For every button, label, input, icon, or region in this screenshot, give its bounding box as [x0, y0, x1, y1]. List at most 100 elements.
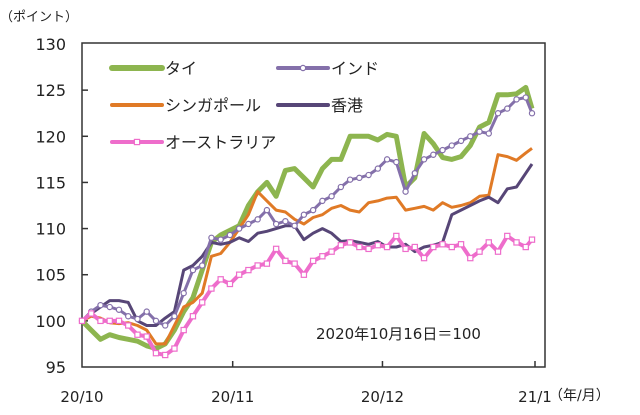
data-point [467, 133, 474, 140]
data-point [180, 289, 187, 297]
data-point [245, 266, 252, 274]
data-point [448, 142, 455, 149]
data-point [309, 206, 317, 214]
data-point [504, 105, 511, 112]
data-point [217, 276, 224, 283]
data-point [254, 216, 261, 223]
series-line-0 [80, 84, 535, 351]
data-point [374, 241, 382, 249]
data-point [402, 188, 409, 195]
legend-marker [133, 138, 141, 146]
data-point [411, 243, 419, 251]
data-point [198, 262, 206, 269]
base-annotation: 2020年10月16日＝100 [316, 325, 481, 343]
data-point [309, 257, 317, 265]
data-point [411, 169, 419, 177]
legend-label: 香港 [331, 96, 363, 115]
data-point [245, 220, 252, 228]
data-point [383, 243, 391, 251]
data-point [180, 326, 187, 334]
data-point [143, 308, 150, 315]
data-point [365, 171, 372, 179]
x-tick-label: 21/1 [518, 388, 552, 406]
data-point [134, 331, 141, 338]
data-point [365, 245, 372, 253]
data-point [198, 299, 206, 306]
x-axis: 20/10 20/11 20/12 21/1 [60, 361, 552, 406]
data-point [143, 333, 150, 340]
data-point [430, 243, 437, 251]
y-tick-label: 120 [35, 127, 66, 146]
data-point [97, 301, 104, 309]
x-tick-label: 20/12 [361, 388, 404, 406]
data-point [522, 243, 529, 251]
data-point [528, 110, 536, 117]
data-point [346, 176, 354, 183]
x-tick-label: 20/11 [211, 388, 254, 406]
data-point [282, 257, 289, 265]
data-point [106, 317, 113, 325]
data-point [494, 110, 502, 117]
data-point [282, 217, 289, 225]
y-tick-label: 115 [35, 173, 66, 192]
x-axis-label: （年/月） [549, 388, 610, 404]
data-point [356, 174, 363, 182]
data-point [328, 248, 335, 255]
data-point [494, 248, 502, 255]
data-point [430, 151, 437, 158]
data-point [97, 317, 104, 325]
data-point [393, 158, 400, 166]
data-point [467, 254, 474, 262]
data-point [189, 266, 197, 274]
data-point [346, 239, 354, 246]
y-tick-label: 125 [35, 81, 66, 100]
data-point [513, 96, 520, 103]
data-point [208, 285, 215, 292]
data-point [115, 306, 123, 313]
y-tick-label: 130 [35, 35, 66, 54]
plot-frame [81, 42, 546, 368]
data-point [300, 211, 308, 218]
data-point [528, 236, 536, 243]
data-point [235, 225, 243, 232]
legend-label: シンガポール [165, 96, 261, 115]
data-point [171, 345, 178, 352]
data-point [420, 254, 428, 262]
data-point [217, 236, 224, 243]
data-point [152, 349, 160, 357]
legend-marker [299, 64, 307, 72]
series-line-3 [81, 163, 534, 327]
data-point [485, 130, 492, 137]
y-tick-label: 105 [35, 266, 66, 285]
data-point [226, 231, 234, 239]
data-point [226, 280, 234, 288]
legend-label: インド [331, 59, 379, 78]
y-axis-label: （ポイント） [0, 10, 78, 25]
data-point [476, 248, 483, 255]
series-line-1 [80, 96, 534, 327]
data-point [374, 165, 382, 172]
data-point [125, 322, 132, 329]
data-point [189, 313, 197, 320]
data-point [439, 241, 446, 248]
data-point [272, 245, 280, 253]
y-tick-label: 110 [35, 220, 66, 239]
data-point [485, 239, 492, 246]
data-point [457, 241, 465, 248]
data-point [356, 243, 363, 251]
data-point [88, 310, 95, 317]
data-point [162, 351, 169, 359]
data-point [263, 206, 271, 214]
data-point [171, 313, 178, 320]
data-point [402, 245, 409, 253]
data-point [134, 315, 141, 323]
data-point [319, 253, 326, 260]
data-point [337, 183, 345, 191]
series-line-2 [81, 147, 533, 346]
data-point [420, 156, 428, 163]
data-point [115, 317, 123, 325]
data-point [319, 197, 326, 205]
data-point [78, 317, 86, 325]
data-point [337, 241, 345, 249]
